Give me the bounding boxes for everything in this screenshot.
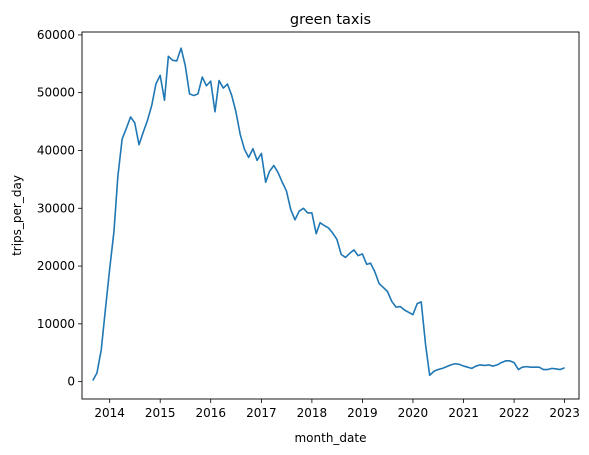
series-layer bbox=[93, 48, 565, 380]
y-tick-label: 10000 bbox=[37, 317, 75, 331]
x-axis-label: month_date bbox=[294, 431, 366, 445]
y-tick-label: 20000 bbox=[37, 259, 75, 273]
y-axis-label: trips_per_day bbox=[10, 175, 24, 256]
y-tick-label: 0 bbox=[67, 375, 75, 389]
x-tick-label: 2022 bbox=[499, 406, 530, 420]
chart-title: green taxis bbox=[290, 12, 371, 28]
x-tick-label: 2015 bbox=[145, 406, 176, 420]
series-line bbox=[93, 48, 565, 380]
y-tick-label: 30000 bbox=[37, 201, 75, 215]
x-tick-label: 2023 bbox=[549, 406, 580, 420]
x-tick-label: 2014 bbox=[94, 406, 125, 420]
x-tick-label: 2018 bbox=[297, 406, 328, 420]
y-tick-label: 40000 bbox=[37, 143, 75, 157]
y-tick-label: 50000 bbox=[37, 86, 75, 100]
y-axis: 0 10000 20000 30000 40000 50000 60000 bbox=[37, 28, 82, 389]
x-axis: 2014 2015 2016 2017 2018 2019 2020 2021 2022 2023 bbox=[94, 399, 579, 420]
x-tick-label: 2020 bbox=[398, 406, 429, 420]
x-tick-label: 2019 bbox=[347, 406, 378, 420]
x-tick-label: 2016 bbox=[195, 406, 226, 420]
x-tick-label: 2021 bbox=[448, 406, 479, 420]
plot-frame bbox=[82, 32, 579, 399]
y-tick-label: 60000 bbox=[37, 28, 75, 42]
x-tick-label: 2017 bbox=[246, 406, 277, 420]
